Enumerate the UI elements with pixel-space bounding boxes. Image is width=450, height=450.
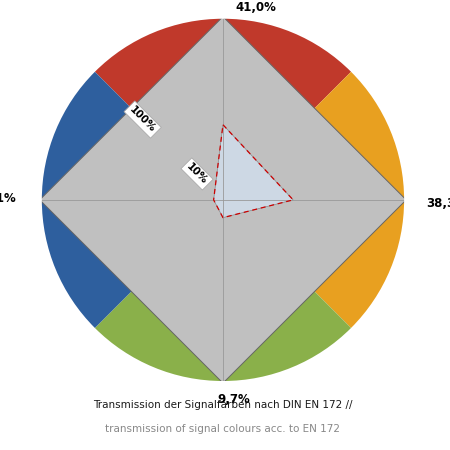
- Text: 100%: 100%: [128, 104, 158, 135]
- Polygon shape: [214, 125, 293, 218]
- Polygon shape: [40, 17, 406, 383]
- Text: 9,7%: 9,7%: [218, 393, 250, 406]
- Text: 38,3%: 38,3%: [426, 197, 450, 210]
- Wedge shape: [94, 200, 352, 383]
- Text: 5,1%: 5,1%: [0, 192, 16, 205]
- Text: transmission of signal colours acc. to EN 172: transmission of signal colours acc. to E…: [105, 424, 341, 434]
- Text: Transmission der Signalfarben nach DIN EN 172 //: Transmission der Signalfarben nach DIN E…: [93, 400, 353, 410]
- Wedge shape: [223, 70, 406, 329]
- Wedge shape: [94, 17, 352, 200]
- Wedge shape: [40, 70, 223, 329]
- Text: 41,0%: 41,0%: [235, 1, 276, 14]
- Text: 10%: 10%: [184, 162, 209, 186]
